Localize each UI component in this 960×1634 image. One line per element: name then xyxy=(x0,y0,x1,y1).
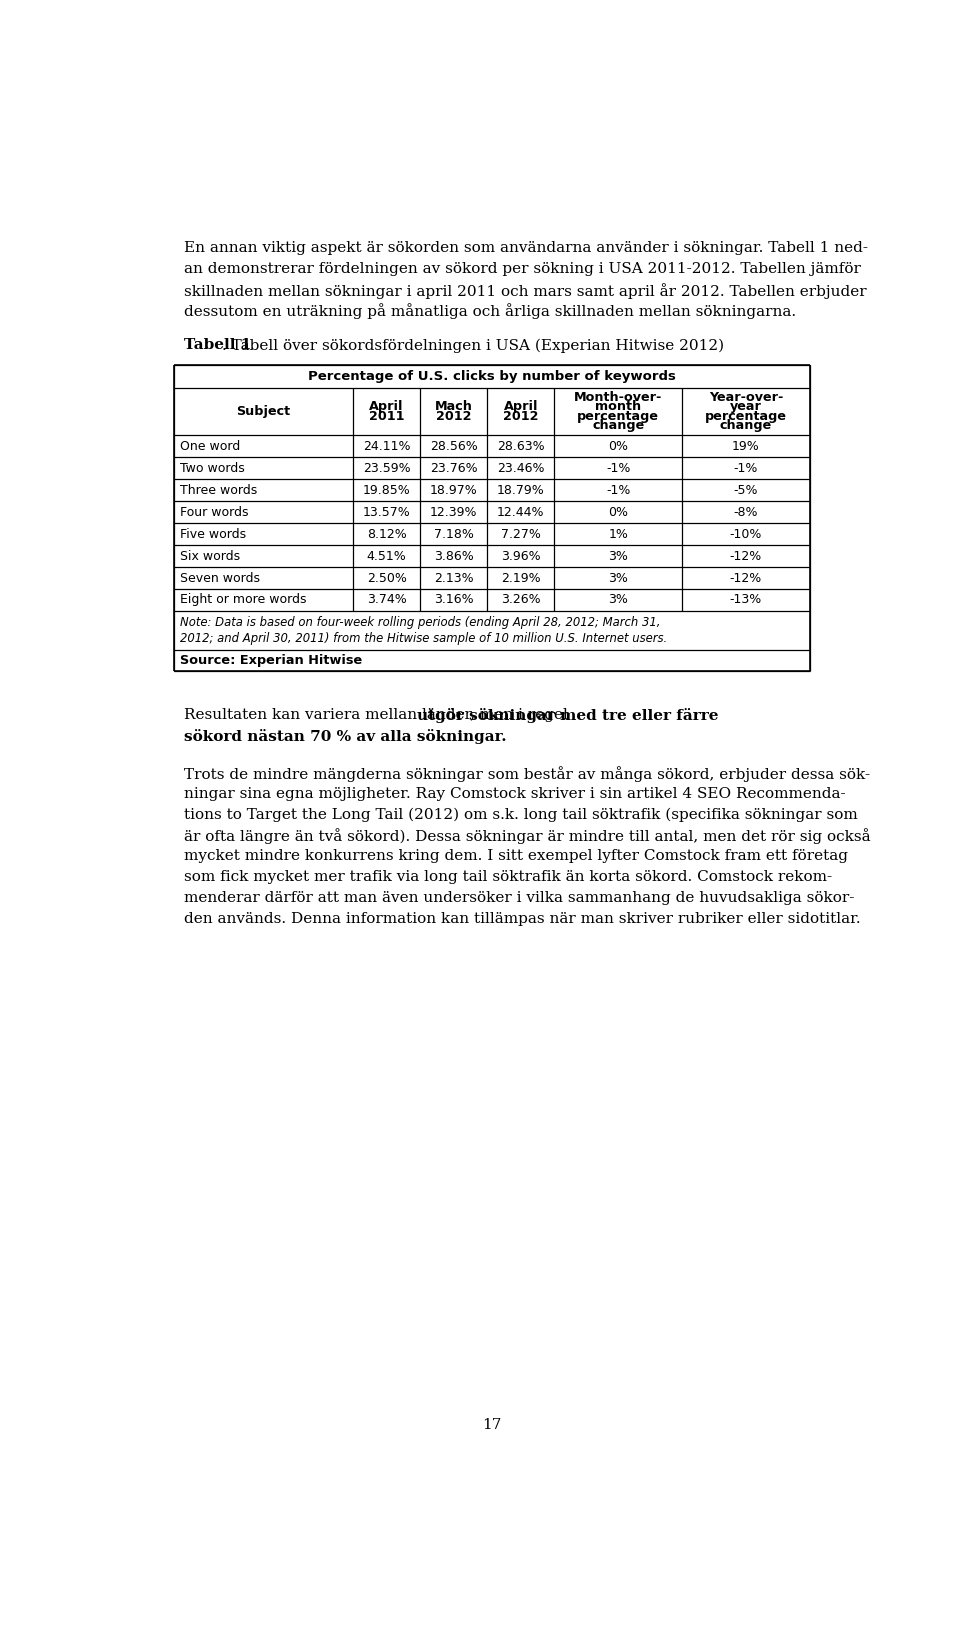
Text: 2011: 2011 xyxy=(369,410,404,423)
Text: Five words: Five words xyxy=(180,528,246,541)
Text: den används. Denna information kan tillämpas när man skriver rubriker eller sido: den används. Denna information kan tillä… xyxy=(183,912,860,926)
Text: 7.18%: 7.18% xyxy=(434,528,473,541)
Text: percentage: percentage xyxy=(577,410,660,423)
Text: 23.76%: 23.76% xyxy=(430,462,477,475)
Text: One word: One word xyxy=(180,440,240,453)
Text: Three words: Three words xyxy=(180,484,257,497)
Text: -10%: -10% xyxy=(730,528,762,541)
Text: 3.16%: 3.16% xyxy=(434,593,473,606)
Text: Year-over-: Year-over- xyxy=(708,391,783,404)
Text: month: month xyxy=(595,400,641,413)
Text: 23.46%: 23.46% xyxy=(497,462,544,475)
Text: utgör sökningar med tre eller färre: utgör sökningar med tre eller färre xyxy=(418,708,719,722)
Text: Subject: Subject xyxy=(236,405,291,418)
Text: 19%: 19% xyxy=(732,440,759,453)
Text: 3%: 3% xyxy=(609,549,628,562)
Text: Two words: Two words xyxy=(180,462,245,475)
Text: 2.13%: 2.13% xyxy=(434,572,473,585)
Text: -8%: -8% xyxy=(733,505,758,518)
Text: 3.26%: 3.26% xyxy=(501,593,540,606)
Text: 19.85%: 19.85% xyxy=(363,484,411,497)
Text: 7.27%: 7.27% xyxy=(501,528,540,541)
Text: sökord nästan 70 % av alla sökningar.: sökord nästan 70 % av alla sökningar. xyxy=(183,729,506,743)
Text: 4.51%: 4.51% xyxy=(367,549,406,562)
Text: -12%: -12% xyxy=(730,572,762,585)
Text: percentage: percentage xyxy=(705,410,787,423)
Text: -1%: -1% xyxy=(606,462,631,475)
Text: 13.57%: 13.57% xyxy=(363,505,411,518)
Text: tions to Target the Long Tail (2012) om s.k. long tail söktrafik (specifika sökn: tions to Target the Long Tail (2012) om … xyxy=(183,807,857,822)
Text: Trots de mindre mängderna sökningar som består av många sökord, erbjuder dessa s: Trots de mindre mängderna sökningar som … xyxy=(183,766,870,781)
Text: 8.12%: 8.12% xyxy=(367,528,406,541)
Text: year: year xyxy=(730,400,762,413)
Text: Four words: Four words xyxy=(180,505,249,518)
Text: Mach: Mach xyxy=(435,400,472,413)
Text: dessutom en uträkning på månatliga och årliga skillnaden mellan sökningarna.: dessutom en uträkning på månatliga och å… xyxy=(183,304,796,320)
Text: -1%: -1% xyxy=(606,484,631,497)
Text: Eight or more words: Eight or more words xyxy=(180,593,306,606)
Text: 2012: 2012 xyxy=(436,410,471,423)
Text: ningar sina egna möjligheter. Ray Comstock skriver i sin artikel 4 SEO Recommend: ningar sina egna möjligheter. Ray Comsto… xyxy=(183,786,845,801)
Text: 18.79%: 18.79% xyxy=(497,484,544,497)
Text: Month-over-: Month-over- xyxy=(574,391,662,404)
Text: 3.86%: 3.86% xyxy=(434,549,473,562)
Text: Six words: Six words xyxy=(180,549,240,562)
Text: Note: Data is based on four-week rolling periods (ending April 28, 2012; March 3: Note: Data is based on four-week rolling… xyxy=(180,616,660,629)
Text: an demonstrerar fördelningen av sökord per sökning i USA 2011-2012. Tabellen jäm: an demonstrerar fördelningen av sökord p… xyxy=(183,261,860,276)
Text: 3.74%: 3.74% xyxy=(367,593,406,606)
Text: Percentage of U.S. clicks by number of keywords: Percentage of U.S. clicks by number of k… xyxy=(308,369,676,382)
Text: 1%: 1% xyxy=(609,528,628,541)
Text: change: change xyxy=(720,420,772,433)
Text: 2012; and April 30, 2011) from the Hitwise sample of 10 million U.S. Internet us: 2012; and April 30, 2011) from the Hitwi… xyxy=(180,632,667,645)
Text: 3%: 3% xyxy=(609,572,628,585)
Text: -13%: -13% xyxy=(730,593,762,606)
Text: Resultaten kan variera mellan länder, men i regel: Resultaten kan variera mellan länder, me… xyxy=(183,708,572,722)
Text: är ofta längre än två sökord). Dessa sökningar är mindre till antal, men det rör: är ofta längre än två sökord). Dessa sök… xyxy=(183,828,870,845)
Text: Source: Experian Hitwise: Source: Experian Hitwise xyxy=(180,654,362,667)
Text: 2.50%: 2.50% xyxy=(367,572,406,585)
Text: 3.96%: 3.96% xyxy=(501,549,540,562)
Text: 2012: 2012 xyxy=(503,410,539,423)
Text: 23.59%: 23.59% xyxy=(363,462,411,475)
Text: Seven words: Seven words xyxy=(180,572,259,585)
Text: Tabell 1: Tabell 1 xyxy=(183,338,251,353)
Text: change: change xyxy=(592,420,644,433)
Text: 3%: 3% xyxy=(609,593,628,606)
Text: 28.56%: 28.56% xyxy=(430,440,477,453)
Text: menderar därför att man även undersöker i vilka sammanhang de huvudsakliga sökor: menderar därför att man även undersöker … xyxy=(183,891,854,905)
Text: 12.44%: 12.44% xyxy=(497,505,544,518)
Text: 24.11%: 24.11% xyxy=(363,440,410,453)
Text: 2.19%: 2.19% xyxy=(501,572,540,585)
Text: 28.63%: 28.63% xyxy=(497,440,544,453)
Text: som fick mycket mer trafik via long tail söktrafik än korta sökord. Comstock rek: som fick mycket mer trafik via long tail… xyxy=(183,871,831,884)
Text: -1%: -1% xyxy=(733,462,758,475)
Text: 0%: 0% xyxy=(608,440,628,453)
Text: mycket mindre konkurrens kring dem. I sitt exempel lyfter Comstock fram ett före: mycket mindre konkurrens kring dem. I si… xyxy=(183,850,848,863)
Text: 18.97%: 18.97% xyxy=(430,484,477,497)
Text: . Tabell över sökordsfördelningen i USA (Experian Hitwise 2012): . Tabell över sökordsfördelningen i USA … xyxy=(222,338,724,353)
Text: 0%: 0% xyxy=(608,505,628,518)
Text: -12%: -12% xyxy=(730,549,762,562)
Text: 12.39%: 12.39% xyxy=(430,505,477,518)
Text: -5%: -5% xyxy=(733,484,758,497)
Text: April: April xyxy=(370,400,404,413)
Text: En annan viktig aspekt är sökorden som användarna använder i sökningar. Tabell 1: En annan viktig aspekt är sökorden som a… xyxy=(183,240,868,255)
Text: skillnaden mellan sökningar i april 2011 och mars samt april år 2012. Tabellen e: skillnaden mellan sökningar i april 2011… xyxy=(183,283,866,299)
Text: 17: 17 xyxy=(482,1418,502,1431)
Text: April: April xyxy=(503,400,538,413)
